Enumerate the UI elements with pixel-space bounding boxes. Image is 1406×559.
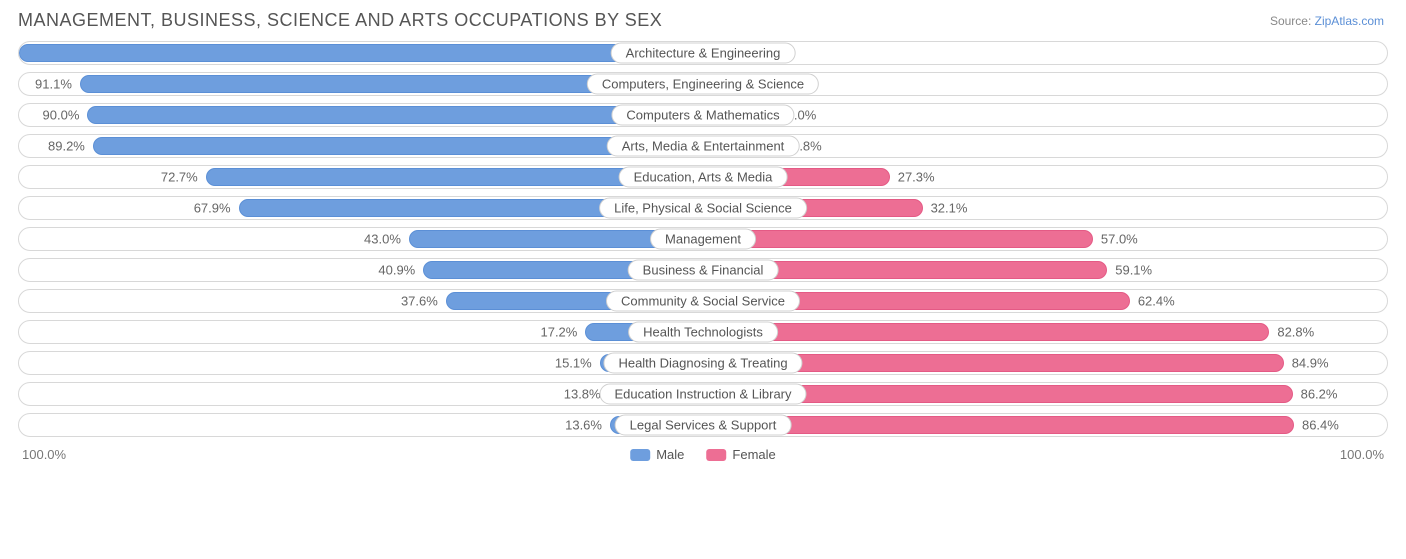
pct-female: 32.1%	[931, 201, 968, 216]
pct-male: 90.0%	[43, 108, 80, 123]
chart-row: 100.0%0.0%Architecture & Engineering	[18, 41, 1388, 65]
category-label: Business & Financial	[628, 260, 779, 281]
chart-row: 91.1%8.9%Computers, Engineering & Scienc…	[18, 72, 1388, 96]
legend-swatch-male	[630, 449, 650, 461]
pct-female: 82.8%	[1277, 325, 1314, 340]
pct-male: 72.7%	[161, 170, 198, 185]
chart-row: 43.0% 57.0% Management	[18, 227, 1388, 251]
legend-label-female: Female	[732, 447, 775, 462]
pct-male: 17.2%	[540, 325, 577, 340]
chart-row: 13.8% 86.2% Education Instruction & Librar…	[18, 382, 1388, 406]
bar-female	[703, 230, 1093, 248]
chart-title: MANAGEMENT, BUSINESS, SCIENCE AND ARTS O…	[18, 10, 1388, 31]
pct-female: 57.0%	[1101, 232, 1138, 247]
source-attribution: Source: ZipAtlas.com	[1270, 14, 1384, 28]
pct-female: 86.4%	[1302, 418, 1339, 433]
chart-row: 13.6% 86.4% Legal Services & Support	[18, 413, 1388, 437]
category-label: Education Instruction & Library	[599, 384, 806, 405]
source-label: Source:	[1270, 14, 1311, 28]
pct-female: 27.3%	[898, 170, 935, 185]
pct-male: 89.2%	[48, 139, 85, 154]
category-label: Life, Physical & Social Science	[599, 198, 807, 219]
chart-row: 90.0%10.0%Computers & Mathematics	[18, 103, 1388, 127]
category-label: Legal Services & Support	[615, 415, 792, 436]
chart-row: 40.9% 59.1% Business & Financial	[18, 258, 1388, 282]
category-label: Health Diagnosing & Treating	[603, 353, 802, 374]
pct-male: 13.8%	[564, 387, 601, 402]
category-label: Computers, Engineering & Science	[587, 74, 819, 95]
chart-footer: 100.0% 100.0% Male Female	[18, 445, 1388, 467]
pct-female: 59.1%	[1115, 263, 1152, 278]
chart-row: 67.9% 32.1% Life, Physical & Social Scienc…	[18, 196, 1388, 220]
pct-male: 15.1%	[555, 356, 592, 371]
pct-male: 40.9%	[378, 263, 415, 278]
category-label: Arts, Media & Entertainment	[607, 136, 800, 157]
axis-left-label: 100.0%	[22, 447, 66, 462]
pct-male: 37.6%	[401, 294, 438, 309]
chart-row: 37.6% 62.4% Community & Social Service	[18, 289, 1388, 313]
pct-male: 91.1%	[35, 77, 72, 92]
axis-right-label: 100.0%	[1340, 447, 1384, 462]
pct-female: 84.9%	[1292, 356, 1329, 371]
bar-male	[19, 44, 703, 62]
pct-male: 67.9%	[194, 201, 231, 216]
bar-female	[703, 323, 1269, 341]
category-label: Management	[650, 229, 756, 250]
legend-label-male: Male	[656, 447, 684, 462]
chart-row: 89.2%10.8%Arts, Media & Entertainment	[18, 134, 1388, 158]
pct-female: 62.4%	[1138, 294, 1175, 309]
category-label: Health Technologists	[628, 322, 778, 343]
legend: Male Female	[630, 447, 776, 462]
category-label: Education, Arts & Media	[619, 167, 788, 188]
chart-row: 17.2% 82.8% Health Technologists	[18, 320, 1388, 344]
bar-female	[703, 416, 1294, 434]
legend-item-male: Male	[630, 447, 684, 462]
pct-female: 86.2%	[1301, 387, 1338, 402]
source-name: ZipAtlas.com	[1315, 14, 1384, 28]
legend-item-female: Female	[706, 447, 775, 462]
category-label: Community & Social Service	[606, 291, 800, 312]
category-label: Architecture & Engineering	[611, 43, 796, 64]
pct-male: 13.6%	[565, 418, 602, 433]
legend-swatch-female	[706, 449, 726, 461]
chart-row: 72.7% 27.3% Education, Arts & Media	[18, 165, 1388, 189]
category-label: Computers & Mathematics	[611, 105, 794, 126]
chart-row: 15.1% 84.9% Health Diagnosing & Treating	[18, 351, 1388, 375]
pct-male: 43.0%	[364, 232, 401, 247]
chart-rows: 100.0%0.0%Architecture & Engineering 91.1…	[18, 41, 1388, 437]
